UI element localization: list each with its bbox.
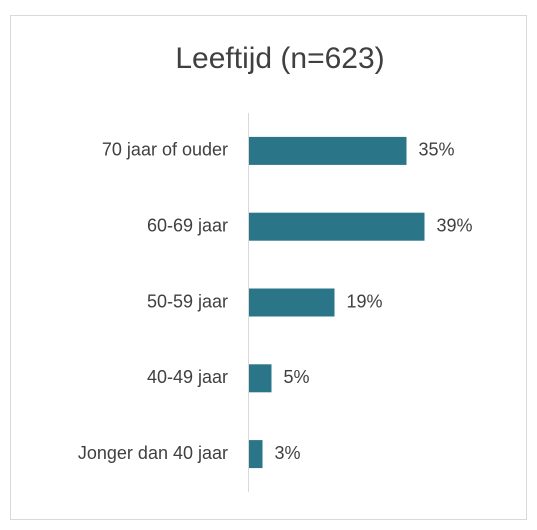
data-label: 5%: [284, 367, 310, 387]
y-tick-label: 60-69 jaar: [147, 215, 228, 235]
bar: [249, 440, 263, 469]
bar: [249, 212, 425, 241]
chart-title: Leeftijd (n=623): [175, 42, 384, 75]
data-label: 3%: [275, 443, 301, 463]
y-tick-label: 40-49 jaar: [147, 367, 228, 387]
chart-frame: [10, 15, 527, 520]
data-label: 39%: [437, 215, 473, 235]
bar: [249, 364, 272, 393]
data-label: 19%: [347, 291, 383, 311]
bar: [249, 136, 407, 165]
data-label: 35%: [419, 140, 455, 160]
bar: [249, 288, 335, 317]
y-tick-label: Jonger dan 40 jaar: [78, 443, 228, 463]
y-tick-label: 50-59 jaar: [147, 291, 228, 311]
y-tick-label: 70 jaar of ouder: [102, 140, 228, 160]
